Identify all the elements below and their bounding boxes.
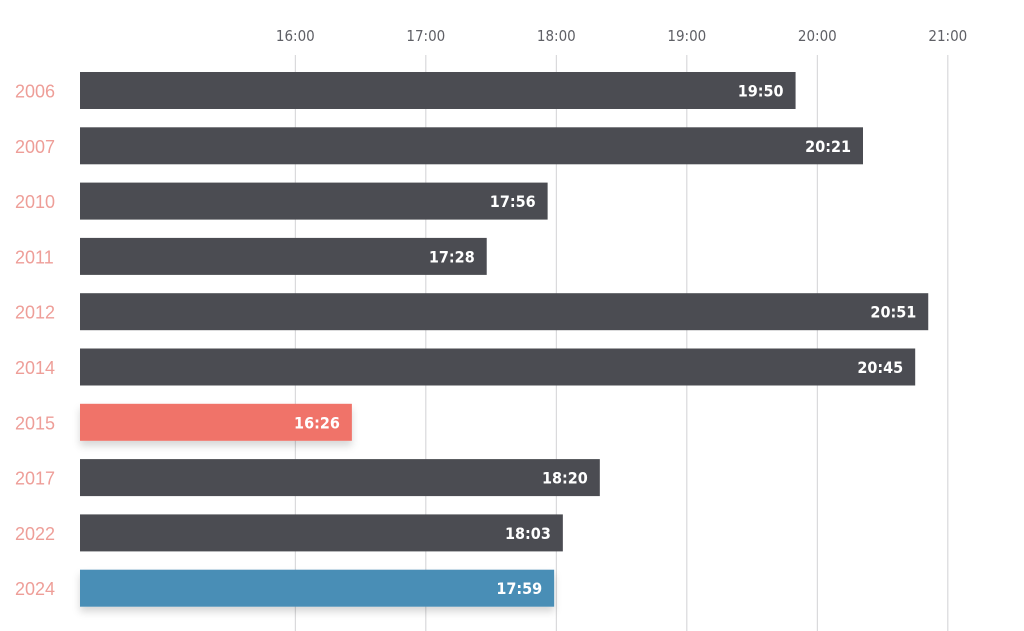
year-label-2022: 2022	[15, 524, 55, 544]
bar-2006	[80, 72, 796, 109]
value-label-2012: 20:51	[870, 303, 916, 322]
value-label-2011: 17:28	[429, 247, 475, 266]
year-label-2006: 2006	[15, 82, 55, 102]
year-labels: 2006 2007 2010 2011 2012 2014 2015 2017 2022 2024	[15, 82, 55, 600]
bar-2017	[80, 459, 600, 497]
year-label-2015: 2015	[15, 413, 55, 433]
bars: 19:50 20:21 17:56 17:28 20:51 20:45 16:26 18:20…	[80, 72, 929, 607]
bar-2007	[80, 127, 863, 165]
value-label-2017: 18:20	[542, 469, 588, 488]
x-tick-label: 21:00	[928, 27, 967, 45]
value-label-2014: 20:45	[857, 358, 903, 377]
value-label-2015: 16:26	[294, 413, 340, 432]
year-label-2014: 2014	[15, 358, 55, 378]
value-label-2022: 18:03	[505, 524, 551, 543]
value-label-2010: 17:56	[490, 192, 536, 211]
year-label-2010: 2010	[15, 192, 55, 212]
bar-2011	[80, 237, 487, 275]
bar-2024	[80, 569, 555, 607]
bar-2015	[80, 403, 352, 441]
x-tick-label: 18:00	[537, 27, 576, 45]
x-tick-label: 16:00	[276, 27, 315, 45]
bar-2012	[80, 293, 929, 331]
bar-2022	[80, 514, 563, 552]
bar-2014	[80, 348, 916, 386]
bar-2010	[80, 182, 548, 220]
x-tick-label: 20:00	[798, 27, 837, 45]
value-label-2007: 20:21	[805, 137, 851, 156]
x-tick-label: 17:00	[406, 27, 445, 45]
year-label-2012: 2012	[15, 303, 55, 323]
year-label-2024: 2024	[15, 579, 55, 599]
value-label-2006: 19:50	[738, 82, 784, 101]
x-axis-ticks: 16:00 17:00 18:00 19:00 20:00 21:00	[276, 27, 967, 45]
x-tick-label: 19:00	[667, 27, 706, 45]
year-label-2011: 2011	[15, 247, 54, 267]
year-label-2007: 2007	[15, 137, 55, 157]
year-label-2017: 2017	[15, 469, 55, 489]
value-label-2024: 17:59	[496, 579, 542, 598]
